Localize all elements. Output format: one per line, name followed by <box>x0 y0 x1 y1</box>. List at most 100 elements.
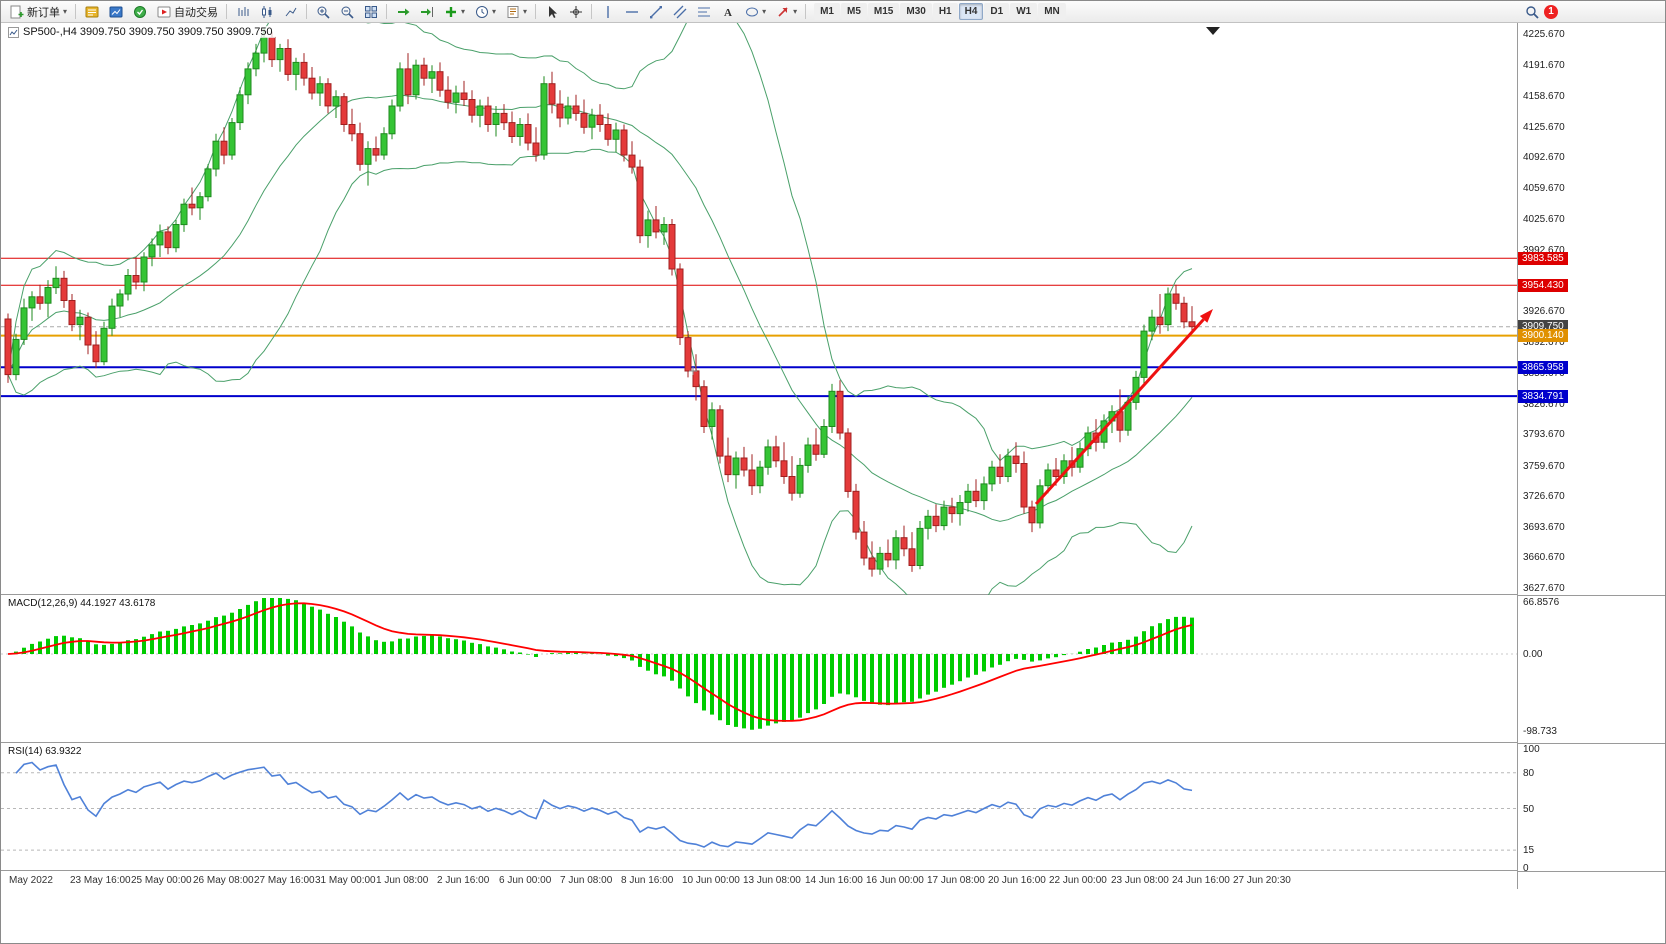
market-watch-icon <box>84 4 99 19</box>
time-tick: 23 Jun 08:00 <box>1111 875 1169 886</box>
rsi-panel[interactable]: RSI(14) 63.9322 <box>1 743 1517 871</box>
time-tick: 16 Jun 00:00 <box>866 875 924 886</box>
time-tick: 13 Jun 08:00 <box>743 875 801 886</box>
rsi-canvas[interactable] <box>1 743 1517 870</box>
templates-button[interactable]: ▾ <box>501 2 531 22</box>
time-axis[interactable]: May 2022 23 May 16:00 25 May 00:00 26 May 0… <box>1 871 1517 891</box>
auto-scroll-icon <box>395 4 410 19</box>
separator <box>591 4 593 19</box>
time-tick: 7 Jun 08:00 <box>560 875 613 886</box>
price-chart-canvas[interactable] <box>1 23 1517 595</box>
search-button[interactable] <box>1520 2 1543 22</box>
time-tick: 2 Jun 16:00 <box>437 875 490 886</box>
vertical-line-button[interactable] <box>596 2 619 22</box>
timeframe-m15-button[interactable]: M15 <box>867 3 900 20</box>
fibonacci-icon <box>696 4 711 19</box>
time-tick: 14 Jun 16:00 <box>805 875 863 886</box>
line-chart-button[interactable] <box>279 2 302 22</box>
timeframe-m30-button[interactable]: M30 <box>900 3 932 20</box>
strategy-tester-icon <box>132 4 147 19</box>
candlestick-chart-button[interactable] <box>255 2 278 22</box>
channel-button[interactable] <box>668 2 691 22</box>
time-tick: 23 May 16:00 <box>70 875 131 886</box>
timeframe-mn-button[interactable]: MN <box>1038 3 1066 20</box>
timeframe-w1-button[interactable]: W1 <box>1010 3 1038 20</box>
notification-badge[interactable]: 1 <box>1544 4 1558 19</box>
chart-shift-marker[interactable] <box>1206 27 1220 35</box>
macd-histogram <box>14 598 1194 730</box>
crosshair-button[interactable] <box>564 2 587 22</box>
price-badge: 3900.140 <box>1518 329 1568 342</box>
separator <box>386 4 388 19</box>
panel-separator <box>1518 871 1665 872</box>
macd-panel[interactable]: MACD(12,26,9) 44.1927 43.6178 <box>1 595 1517 743</box>
new-order-button[interactable]: 新订单 ▾ <box>5 2 71 22</box>
bar-chart-button[interactable] <box>231 2 254 22</box>
fibonacci-button[interactable] <box>692 2 715 22</box>
horizontal-line-icon <box>624 4 639 19</box>
arrows-button[interactable]: ▾ <box>771 2 801 22</box>
template-icon <box>505 4 520 19</box>
autotrading-button[interactable]: 自动交易 <box>152 2 222 22</box>
separator <box>535 4 537 19</box>
periods-button[interactable]: ▾ <box>470 2 500 22</box>
rsi-level-lines <box>1 772 1517 851</box>
chart-icon <box>8 26 19 38</box>
trendline-button[interactable] <box>644 2 667 22</box>
zoom-in-button[interactable] <box>311 2 334 22</box>
separator <box>75 4 77 19</box>
data-window-icon <box>108 4 123 19</box>
tile-windows-button[interactable] <box>359 2 382 22</box>
macd-scale-tick: -98.733 <box>1523 726 1557 737</box>
trend-arrow[interactable] <box>1034 309 1213 506</box>
macd-label: MACD(12,26,9) 44.1927 43.6178 <box>6 598 158 609</box>
tile-windows-icon <box>363 4 378 19</box>
price-axis[interactable]: 4225.670 4191.670 4158.670 4125.670 4092.670… <box>1517 23 1665 889</box>
price-tick: 4191.670 <box>1523 60 1565 71</box>
svg-text:A: A <box>724 7 732 19</box>
data-window-button[interactable] <box>104 2 127 22</box>
price-badge: 3983.585 <box>1518 252 1568 265</box>
indicators-button[interactable]: ▾ <box>439 2 469 22</box>
macd-canvas[interactable] <box>1 595 1517 742</box>
chart-shift-button[interactable] <box>415 2 438 22</box>
time-tick: 20 Jun 16:00 <box>988 875 1046 886</box>
timeframe-d1-button[interactable]: D1 <box>984 3 1010 20</box>
rsi-label: RSI(14) 63.9322 <box>6 746 84 757</box>
timeframe-h4-button[interactable]: H4 <box>958 3 984 20</box>
shapes-icon <box>744 4 759 19</box>
price-tick: 4225.670 <box>1523 29 1565 40</box>
price-tick: 3826.670 <box>1523 399 1565 410</box>
text-button[interactable]: A <box>716 2 739 22</box>
price-badge: 3834.791 <box>1518 390 1568 403</box>
market-watch-button[interactable] <box>80 2 103 22</box>
chevron-down-icon: ▾ <box>492 6 497 16</box>
timeframe-h1-button[interactable]: H1 <box>932 3 958 20</box>
new-order-label: 新订单 <box>27 6 60 19</box>
candlestick-icon <box>259 4 274 19</box>
rsi-scale-tick: 100 <box>1523 744 1540 755</box>
horizontal-line-button[interactable] <box>620 2 643 22</box>
arrow-object-icon <box>775 4 790 19</box>
time-tick: May 2022 <box>9 875 53 886</box>
rsi-scale-tick: 15 <box>1523 845 1535 856</box>
new-order-icon <box>9 4 24 19</box>
rsi-scale-tick: 80 <box>1523 768 1535 779</box>
chart-shift-icon <box>419 4 434 19</box>
object-anchor-cross <box>689 367 697 375</box>
timeframe-m1-button[interactable]: M1 <box>814 3 840 20</box>
timeframe-m5-button[interactable]: M5 <box>841 3 867 20</box>
indicators-icon <box>443 4 458 19</box>
cursor-button[interactable] <box>540 2 563 22</box>
zoom-out-button[interactable] <box>335 2 358 22</box>
horizontal-level-lines[interactable] <box>1 257 1517 398</box>
price-tick: 4158.670 <box>1523 91 1565 102</box>
separator <box>805 4 807 19</box>
chevron-down-icon: ▾ <box>461 6 466 16</box>
chevron-down-icon: ▾ <box>793 6 798 16</box>
autotrading-icon <box>156 4 171 19</box>
strategy-tester-button[interactable] <box>128 2 151 22</box>
shapes-button[interactable]: ▾ <box>740 2 770 22</box>
price-chart-panel[interactable]: SP500-,H4 3909.750 3909.750 3909.750 390… <box>1 23 1517 595</box>
auto-scroll-button[interactable] <box>391 2 414 22</box>
